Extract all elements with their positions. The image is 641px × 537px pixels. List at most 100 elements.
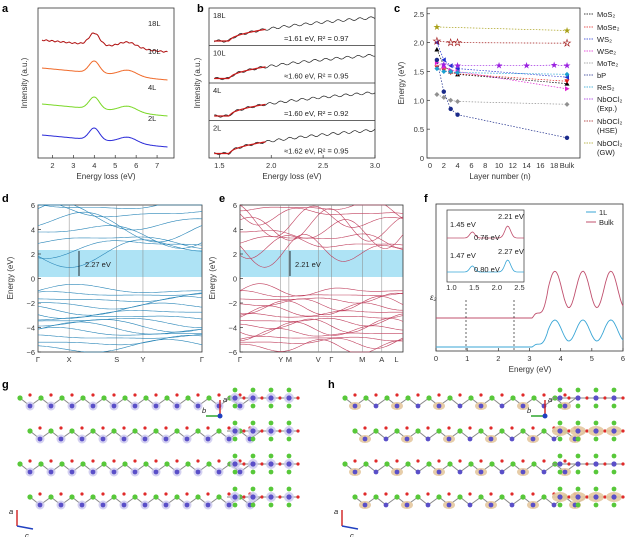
- nb-atom: [575, 395, 581, 401]
- panel-c-label: c: [394, 3, 400, 15]
- o-atom: [260, 495, 264, 499]
- axis-c-label: c: [25, 531, 29, 537]
- nb-atom: [394, 469, 400, 475]
- panel-e-frame: [239, 204, 404, 353]
- o-atom: [206, 426, 210, 430]
- cl-atom: [415, 428, 421, 434]
- c-ytick-label: 2.5: [414, 10, 424, 19]
- o-atom: [479, 393, 483, 397]
- o-atom: [70, 393, 74, 397]
- o-atom: [164, 426, 168, 430]
- cl-atom: [232, 436, 238, 442]
- c-xtick-label: 6: [469, 161, 473, 170]
- o-atom: [217, 459, 221, 463]
- nb-atom: [37, 436, 43, 442]
- cl-atom: [250, 403, 256, 409]
- nb-atom: [121, 502, 127, 508]
- cl-atom: [59, 461, 65, 467]
- band-line: [239, 234, 404, 268]
- band-line: [240, 339, 404, 353]
- band-ytick-label: −4: [228, 324, 237, 333]
- o-atom: [91, 393, 95, 397]
- o-atom: [112, 459, 116, 463]
- nb-atom: [404, 502, 410, 508]
- c-ytick-label: 2.0: [414, 39, 424, 48]
- nb-atom: [205, 436, 211, 442]
- axis-b-label: b: [202, 406, 206, 415]
- c-point: [441, 57, 446, 63]
- c-series-line: [436, 94, 568, 105]
- f-xtick-label: 1: [465, 354, 469, 363]
- nb-atom: [48, 469, 54, 475]
- nb-atom: [142, 436, 148, 442]
- nb-atom: [237, 469, 243, 475]
- cl-atom: [575, 469, 581, 475]
- o-atom: [185, 426, 189, 430]
- nb-atom: [69, 403, 75, 409]
- cl-atom: [352, 494, 358, 500]
- inset-label-4: 1.47 eV: [450, 251, 476, 260]
- c-legend-entry: WSe₂: [597, 47, 616, 56]
- band-kpoint-label: A: [379, 355, 384, 364]
- a-curve-label: 2L: [148, 114, 156, 123]
- panel-d-label: d: [2, 193, 9, 205]
- c-point: [564, 71, 570, 77]
- c-point: [434, 47, 440, 52]
- o-atom: [49, 459, 53, 463]
- nb-atom: [436, 469, 442, 475]
- nb-atom: [557, 461, 563, 467]
- o-atom: [242, 462, 246, 466]
- nb-atom: [79, 436, 85, 442]
- cl-atom: [489, 461, 495, 467]
- o-atom: [585, 462, 589, 466]
- axis-c: [16, 525, 34, 530]
- nb-atom: [593, 428, 599, 434]
- cl-atom: [541, 494, 547, 500]
- band-line: [38, 315, 203, 321]
- cl-atom: [611, 403, 617, 409]
- cl-atom: [164, 395, 170, 401]
- c-point: [441, 89, 446, 94]
- panel-c-ylabel: Energy (eV): [397, 61, 406, 104]
- band-line: [239, 300, 403, 316]
- nb-atom: [286, 494, 292, 500]
- f-inset-bulk: [447, 225, 524, 239]
- cl-atom: [415, 494, 421, 500]
- cl-atom: [59, 395, 65, 401]
- inset-label-3: 0.76 eV: [474, 233, 500, 242]
- o-atom: [437, 459, 441, 463]
- nb-atom: [478, 403, 484, 409]
- nb-atom: [446, 436, 452, 442]
- band-line: [37, 204, 202, 231]
- nb-atom: [509, 502, 515, 508]
- panel-c-frame: [426, 7, 581, 159]
- cl-atom: [111, 494, 117, 500]
- cl-atom: [541, 428, 547, 434]
- panel-e-gap-label: 2.21 eV: [295, 260, 321, 269]
- nb-atom: [415, 469, 421, 475]
- c-point: [564, 101, 570, 107]
- cl-atom: [232, 403, 238, 409]
- panel-b-xticks: 1.5 2.0 2.5 3.0: [214, 155, 380, 170]
- cl-atom: [468, 461, 474, 467]
- b-xtick-label: 2.5: [318, 161, 328, 170]
- axis-c-label: c: [350, 531, 354, 537]
- panel-b-xlabel: Energy loss (eV): [262, 172, 321, 181]
- c-point: [564, 135, 570, 141]
- o-atom: [38, 426, 42, 430]
- cl-atom: [38, 395, 44, 401]
- cl-atom: [286, 403, 292, 409]
- nb-atom: [611, 428, 617, 434]
- cl-atom: [132, 428, 138, 434]
- nb-atom: [100, 502, 106, 508]
- c-point: [441, 68, 447, 74]
- nb-atom: [250, 494, 256, 500]
- c-point: ★: [440, 60, 448, 70]
- o-atom: [374, 393, 378, 397]
- c-series-line: [436, 67, 568, 82]
- band-line: [240, 204, 404, 219]
- cl-atom: [593, 403, 599, 409]
- cl-atom: [593, 469, 599, 475]
- c-series-line: [443, 64, 568, 67]
- band-line: [38, 335, 203, 346]
